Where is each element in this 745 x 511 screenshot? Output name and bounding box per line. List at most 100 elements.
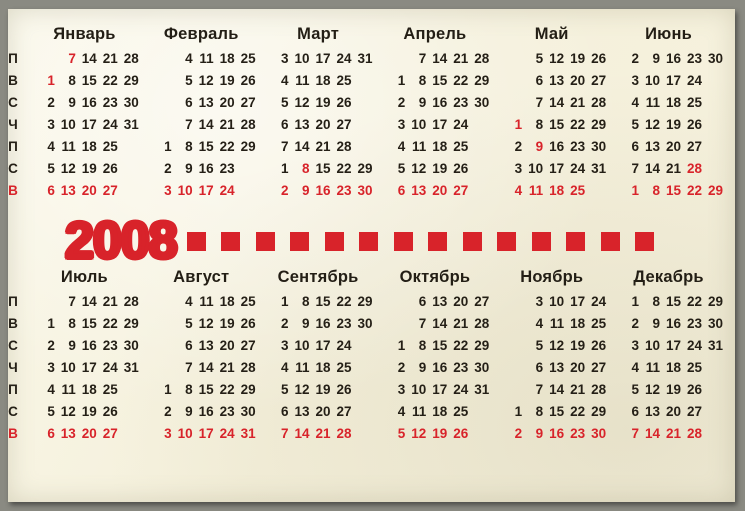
day-cell[interactable]: 20 <box>453 294 469 309</box>
day-cell[interactable]: 16 <box>432 95 448 110</box>
day-cell[interactable]: 20 <box>219 338 235 353</box>
day-cell[interactable]: 26 <box>453 161 469 176</box>
day-cell[interactable]: 16 <box>549 426 565 441</box>
day-cell[interactable]: 29 <box>591 404 607 419</box>
day-cell[interactable]: 3 <box>47 360 55 375</box>
day-cell[interactable]: 25 <box>240 51 256 66</box>
day-cell[interactable]: 23 <box>570 139 586 154</box>
day-cell[interactable]: 12 <box>644 117 660 132</box>
day-cell[interactable]: 18 <box>665 95 681 110</box>
day-cell[interactable]: 29 <box>707 294 723 309</box>
day-cell[interactable]: 22 <box>219 139 235 154</box>
day-cell[interactable]: 9 <box>301 316 310 331</box>
day-cell[interactable]: 22 <box>336 294 352 309</box>
day-cell[interactable]: 16 <box>665 316 681 331</box>
day-cell[interactable]: 2 <box>164 161 172 176</box>
day-cell[interactable]: 29 <box>474 73 490 88</box>
day-cell[interactable]: 15 <box>81 73 97 88</box>
day-cell[interactable]: 10 <box>549 294 565 309</box>
day-cell[interactable]: 3 <box>280 51 289 66</box>
day-cell[interactable]: 17 <box>665 338 681 353</box>
day-cell[interactable]: 4 <box>535 316 544 331</box>
day-cell[interactable]: 10 <box>177 426 193 441</box>
day-cell[interactable]: 11 <box>61 382 76 397</box>
day-cell[interactable]: 13 <box>198 95 214 110</box>
day-cell[interactable]: 7 <box>418 51 427 66</box>
day-cell[interactable]: 4 <box>631 95 639 110</box>
day-cell[interactable]: 22 <box>686 183 702 198</box>
day-cell[interactable]: 4 <box>47 382 55 397</box>
day-cell[interactable]: 6 <box>535 73 544 88</box>
day-cell[interactable]: 22 <box>570 404 586 419</box>
day-cell[interactable]: 25 <box>686 360 702 375</box>
day-cell[interactable]: 27 <box>240 338 256 353</box>
day-cell[interactable]: 8 <box>68 73 76 88</box>
day-cell[interactable]: 30 <box>357 183 373 198</box>
day-cell[interactable]: 31 <box>707 338 723 353</box>
day-cell[interactable]: 9 <box>652 51 660 66</box>
day-cell[interactable]: 12 <box>198 316 214 331</box>
day-cell[interactable]: 7 <box>68 294 76 309</box>
day-cell[interactable]: 16 <box>665 51 681 66</box>
day-cell[interactable]: 5 <box>47 161 55 176</box>
day-cell[interactable]: 31 <box>123 117 139 132</box>
day-cell[interactable]: 12 <box>294 95 310 110</box>
day-cell[interactable]: 1 <box>397 338 406 353</box>
day-cell[interactable]: 27 <box>336 404 352 419</box>
day-cell[interactable]: 3 <box>164 426 172 441</box>
day-cell[interactable]: 11 <box>295 73 310 88</box>
day-cell[interactable]: 4 <box>47 139 55 154</box>
day-cell[interactable]: 12 <box>549 51 565 66</box>
day-cell[interactable]: 24 <box>686 338 702 353</box>
day-cell[interactable]: 18 <box>81 139 97 154</box>
day-cell[interactable]: 28 <box>686 426 702 441</box>
day-cell[interactable]: 11 <box>199 294 214 309</box>
day-cell[interactable]: 20 <box>315 404 331 419</box>
day-cell[interactable]: 19 <box>570 338 586 353</box>
day-cell[interactable]: 25 <box>591 316 607 331</box>
day-cell[interactable]: 5 <box>47 404 55 419</box>
day-cell[interactable]: 3 <box>280 338 289 353</box>
day-cell[interactable]: 20 <box>315 117 331 132</box>
day-cell[interactable]: 6 <box>47 426 55 441</box>
day-cell[interactable]: 27 <box>686 139 702 154</box>
day-cell[interactable]: 22 <box>102 316 118 331</box>
day-cell[interactable]: 27 <box>474 294 490 309</box>
day-cell[interactable]: 16 <box>81 95 97 110</box>
day-cell[interactable]: 24 <box>453 117 469 132</box>
day-cell[interactable]: 30 <box>123 338 139 353</box>
day-cell[interactable]: 20 <box>665 404 681 419</box>
day-cell[interactable]: 23 <box>102 95 118 110</box>
day-cell[interactable]: 12 <box>411 426 427 441</box>
day-cell[interactable]: 5 <box>631 382 639 397</box>
day-cell[interactable]: 22 <box>453 338 469 353</box>
day-cell[interactable]: 4 <box>514 183 523 198</box>
day-cell[interactable]: 1 <box>280 294 289 309</box>
day-cell[interactable]: 2 <box>631 51 639 66</box>
day-cell[interactable]: 17 <box>665 73 681 88</box>
day-cell[interactable]: 15 <box>432 73 448 88</box>
day-cell[interactable]: 17 <box>198 183 214 198</box>
day-cell[interactable]: 3 <box>535 294 544 309</box>
day-cell[interactable]: 3 <box>397 117 406 132</box>
day-cell[interactable]: 15 <box>549 404 565 419</box>
day-cell[interactable]: 7 <box>631 426 639 441</box>
day-cell[interactable]: 25 <box>240 294 256 309</box>
day-cell[interactable]: 26 <box>336 382 352 397</box>
day-cell[interactable]: 30 <box>591 426 607 441</box>
day-cell[interactable]: 27 <box>453 183 469 198</box>
day-cell[interactable]: 7 <box>185 360 193 375</box>
day-cell[interactable]: 10 <box>294 51 310 66</box>
day-cell[interactable]: 14 <box>549 382 565 397</box>
day-cell[interactable]: 21 <box>102 294 118 309</box>
day-cell[interactable]: 5 <box>535 51 544 66</box>
day-cell[interactable]: 27 <box>591 360 607 375</box>
day-cell[interactable]: 12 <box>549 338 565 353</box>
day-cell[interactable]: 15 <box>549 117 565 132</box>
day-cell[interactable]: 3 <box>631 73 639 88</box>
day-cell[interactable]: 5 <box>397 161 406 176</box>
day-cell[interactable]: 16 <box>549 139 565 154</box>
day-cell[interactable]: 14 <box>294 139 310 154</box>
day-cell[interactable]: 23 <box>686 316 702 331</box>
day-cell[interactable]: 10 <box>60 360 76 375</box>
